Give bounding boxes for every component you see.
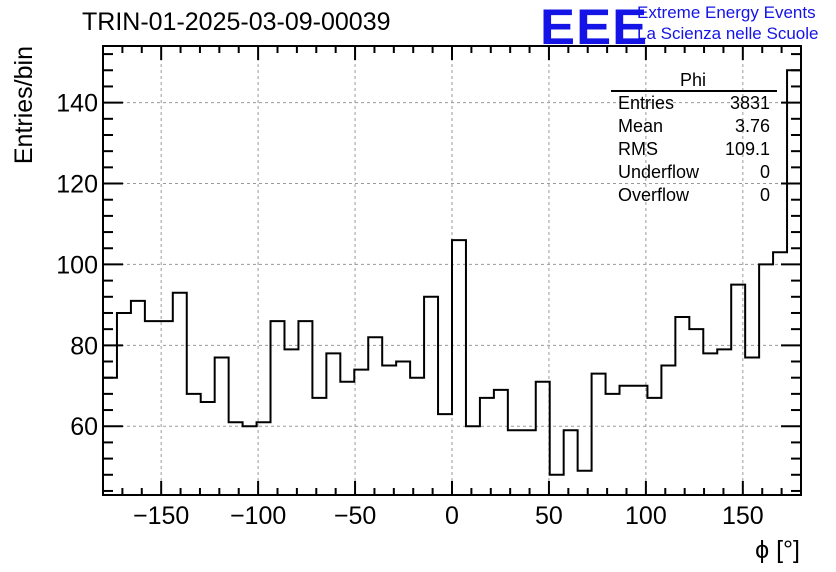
logo-subtitle-line2: La Scienza nelle Scuole bbox=[637, 24, 819, 43]
y-tick-label: 140 bbox=[56, 90, 98, 118]
stats-label: Overflow bbox=[618, 185, 690, 205]
x-axis-ticks bbox=[121, 46, 783, 495]
x-axis-tick-labels: −150 −100 −50 0 50 100 150 bbox=[133, 502, 764, 530]
y-tick-label: 100 bbox=[56, 251, 98, 279]
stats-value: 0 bbox=[759, 162, 770, 182]
x-tick-label: 0 bbox=[445, 502, 459, 530]
logo-subtitle-line1: Extreme Energy Events bbox=[637, 3, 816, 22]
x-tick-label: 50 bbox=[535, 502, 563, 530]
y-tick-label: 60 bbox=[70, 413, 98, 441]
x-tick-label: 100 bbox=[625, 502, 667, 530]
y-tick-label: 120 bbox=[56, 171, 98, 199]
y-axis-ticks bbox=[103, 53, 801, 492]
stats-value: 3.76 bbox=[734, 116, 770, 136]
stats-label: Entries bbox=[618, 93, 675, 113]
stats-row-entries: Entries 3831 bbox=[618, 93, 770, 114]
stats-value: 0 bbox=[759, 185, 770, 205]
x-tick-label: −50 bbox=[334, 502, 376, 530]
x-tick-label: −100 bbox=[230, 502, 286, 530]
eee-logo: EEE bbox=[540, 0, 649, 55]
stats-label: Underflow bbox=[618, 162, 700, 182]
x-axis-label: ϕ [°] bbox=[755, 536, 800, 564]
stats-row-overflow: Overflow 0 bbox=[618, 185, 770, 206]
y-axis-tick-labels: 60 80 100 120 140 bbox=[56, 90, 98, 442]
stats-box-title: Phi bbox=[680, 70, 707, 90]
x-tick-label: 150 bbox=[722, 502, 764, 530]
y-tick-label: 80 bbox=[70, 332, 98, 360]
stats-row-rms: RMS 109.1 bbox=[618, 139, 770, 160]
stats-label: RMS bbox=[618, 139, 658, 159]
stats-value: 3831 bbox=[729, 93, 770, 113]
histogram-series bbox=[103, 69, 801, 476]
y-axis-label: Entries/bin bbox=[10, 46, 38, 164]
chart-title: TRIN-01-2025-03-09-00039 bbox=[82, 8, 391, 36]
x-tick-label: −150 bbox=[133, 502, 189, 530]
stats-row-underflow: Underflow 0 bbox=[618, 162, 770, 183]
stats-value: 109.1 bbox=[724, 139, 770, 159]
stats-row-mean: Mean 3.76 bbox=[618, 116, 770, 137]
stats-label: Mean bbox=[618, 116, 664, 136]
